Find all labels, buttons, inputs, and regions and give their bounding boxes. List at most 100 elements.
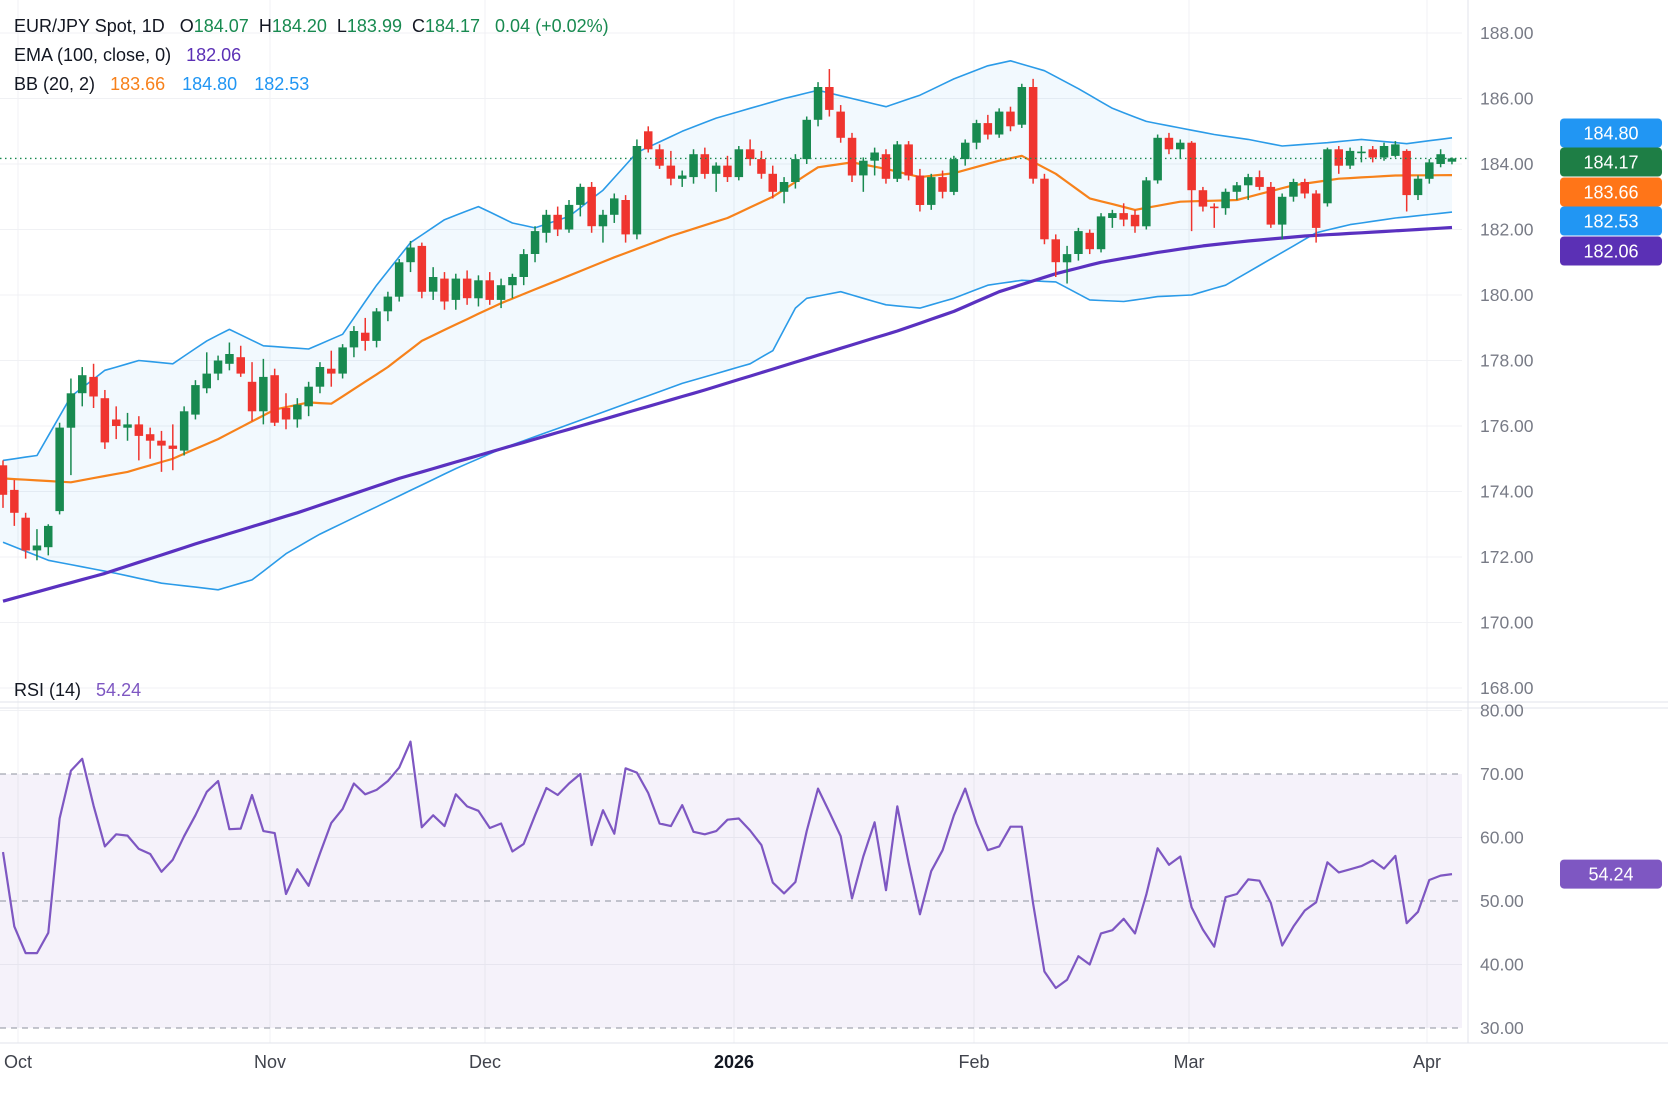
candle — [859, 160, 868, 176]
rsi-panel — [0, 740, 1462, 1029]
price-axis-label: 186.00 — [1480, 89, 1534, 109]
candle — [938, 177, 947, 192]
candle — [1368, 149, 1377, 158]
axis-badges: 184.80 184.17 183.66 182.53 182.06 54.24 — [1560, 118, 1662, 889]
svg-text:182.06: 182.06 — [1583, 242, 1638, 262]
candle — [315, 367, 325, 387]
bb-mid-value: 183.66 — [110, 74, 166, 94]
panel-dividers — [0, 0, 1668, 1044]
candle — [259, 376, 268, 412]
candle — [44, 525, 53, 548]
candle — [621, 200, 630, 235]
candle — [847, 137, 857, 176]
candle — [66, 393, 76, 428]
price-badge: 184.17 — [1560, 147, 1662, 177]
candle — [870, 152, 879, 161]
candle — [1402, 150, 1411, 196]
candle — [994, 111, 1004, 135]
candle — [134, 424, 144, 436]
price-axis-label: 170.00 — [1480, 613, 1534, 633]
candle — [1130, 214, 1140, 227]
price-axis-label: 172.00 — [1480, 547, 1534, 567]
price-badge: 184.80 — [1560, 118, 1662, 148]
candle — [1311, 193, 1321, 228]
svg-text:184.17: 184.17 — [1583, 153, 1638, 173]
candle — [689, 154, 698, 178]
candle — [428, 277, 438, 292]
candle — [78, 375, 87, 394]
candle — [1357, 151, 1366, 154]
candle — [462, 278, 472, 299]
price-badge: 182.06 — [1560, 236, 1662, 266]
ema-legend-row[interactable]: EMA (100, close, 0) 182.06 — [14, 41, 609, 70]
candle — [383, 296, 393, 312]
open-value: 184.07 — [193, 16, 249, 36]
candle — [1244, 177, 1253, 186]
candle — [394, 262, 404, 297]
rsi-axis-label: 80.00 — [1480, 701, 1524, 721]
bb-lower-line — [2, 211, 1453, 591]
bb-middle-line — [2, 154, 1453, 484]
bb-lower-value: 182.53 — [254, 74, 310, 94]
rsi-axis[interactable]: 80.00 70.00 60.00 50.00 40.00 30.00 — [1480, 701, 1524, 1039]
bollinger-bands — [0, 60, 1453, 591]
candle — [813, 87, 823, 120]
candle — [1198, 190, 1208, 207]
time-axis-month-label: Dec — [469, 1052, 501, 1072]
candle — [1164, 137, 1174, 150]
candle — [100, 398, 110, 443]
candle — [734, 149, 744, 178]
candle — [598, 214, 608, 227]
indicator-legend: EUR/JPY Spot, 1D O184.07 H184.20 L183.99 C1… — [14, 12, 609, 99]
price-axis-label: 176.00 — [1480, 416, 1534, 436]
rsi-axis-label: 30.00 — [1480, 1018, 1524, 1038]
candle — [1232, 185, 1242, 192]
low-value: 183.99 — [346, 16, 402, 36]
candle — [530, 231, 540, 254]
ema-value: 182.06 — [186, 45, 242, 65]
candle — [1119, 213, 1128, 220]
candle — [1017, 87, 1027, 125]
candle — [587, 186, 596, 227]
candle — [700, 154, 710, 174]
close-value: 184.17 — [424, 16, 481, 36]
candle — [791, 159, 800, 182]
rsi-axis-label: 70.00 — [1480, 764, 1524, 784]
candle — [293, 404, 302, 420]
candle — [745, 149, 755, 160]
time-axis-month-label: Nov — [254, 1052, 286, 1072]
candle — [157, 440, 166, 446]
candle — [406, 247, 415, 263]
candle — [779, 182, 789, 192]
candle — [1300, 182, 1309, 194]
candle — [1255, 177, 1264, 187]
candle — [644, 131, 653, 150]
bb-legend-row[interactable]: BB (20, 2) 183.66 184.80 182.53 — [14, 70, 609, 99]
candle — [474, 280, 483, 299]
price-axis-label: 178.00 — [1480, 351, 1534, 371]
candle — [678, 175, 687, 179]
candle — [225, 354, 234, 364]
rsi-legend-row[interactable]: RSI (14) 54.24 — [14, 676, 141, 705]
candle — [1176, 142, 1185, 150]
candle — [1391, 144, 1400, 156]
rsi-axis-label: 60.00 — [1480, 828, 1524, 848]
time-axis[interactable]: Oct Nov Dec 2026 Feb Mar Apr — [4, 1052, 1441, 1072]
candle — [1289, 182, 1298, 197]
symbol-legend-row[interactable]: EUR/JPY Spot, 1D O184.07 H184.20 L183.99 C1… — [14, 12, 609, 41]
price-axis-label: 168.00 — [1480, 678, 1534, 698]
time-axis-year-label: 2026 — [714, 1052, 754, 1072]
candle — [768, 173, 777, 192]
candle — [213, 360, 223, 374]
candle — [281, 408, 291, 420]
candle — [327, 368, 336, 374]
candle — [202, 373, 211, 389]
price-badge: 183.66 — [1560, 177, 1662, 207]
price-axis-label: 188.00 — [1480, 23, 1534, 43]
candle — [191, 385, 200, 415]
symbol-title: EUR/JPY Spot, 1D — [14, 16, 165, 36]
candle — [1108, 213, 1117, 218]
close-label: C — [411, 16, 425, 36]
price-axis[interactable]: 188.00 186.00 184.00 182.00 180.00 178.00 176.… — [1480, 23, 1534, 698]
